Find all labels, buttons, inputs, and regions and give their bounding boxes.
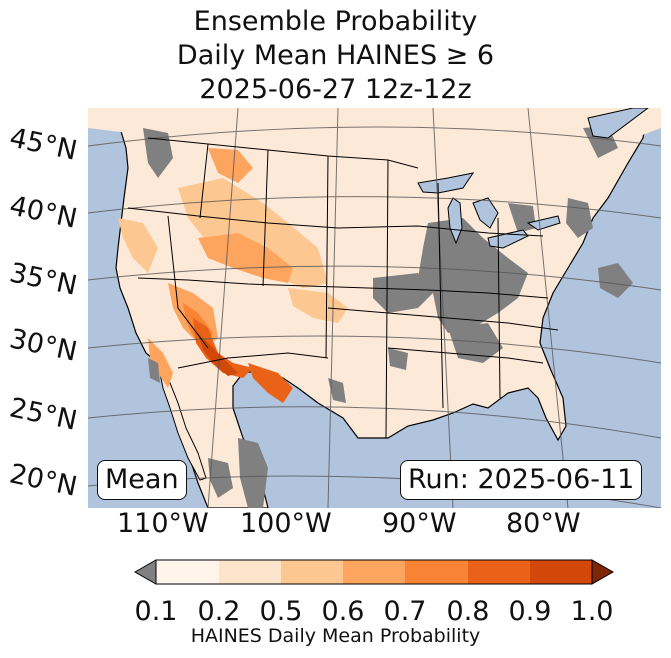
colorbar-tick-5: 0.8	[446, 596, 490, 627]
title-line-3: 2025-06-27 12z-12z	[199, 74, 472, 105]
colorbar-tick-0: 0.1	[134, 596, 178, 627]
lon-label-80: 80°W	[506, 508, 581, 539]
title-line-2: Daily Mean HAINES ≥ 6	[176, 40, 495, 71]
land-baja	[157, 362, 207, 481]
lat-label-25: 25°N	[6, 392, 80, 437]
colorbar-bin-2	[219, 560, 281, 584]
colorbar-bin-5	[405, 560, 468, 584]
lat-label-30: 30°N	[6, 323, 80, 368]
colorbar-frame	[155, 559, 593, 585]
lat-label-35: 35°N	[6, 257, 80, 302]
map-canvas	[88, 108, 661, 508]
great-lakes	[417, 108, 649, 249]
colorbar-bin-3	[281, 560, 343, 584]
colorbar-under-arrow	[133, 559, 157, 585]
lat-label-45: 45°N	[6, 122, 80, 167]
lon-label-90: 90°W	[382, 508, 457, 539]
title-line-1: Ensemble Probability	[193, 6, 478, 37]
colorbar-tick-4: 0.7	[383, 596, 427, 627]
state-borders	[127, 137, 559, 439]
lon-label-110: 110°W	[117, 508, 209, 539]
colorbar-bin-1	[156, 560, 219, 584]
colorbar-tick-3: 0.6	[321, 596, 365, 627]
probability-map	[88, 108, 661, 508]
colorbar-bin-4	[343, 560, 405, 584]
stat-label-box: Mean	[97, 460, 187, 500]
colorbar-over-arrow	[591, 559, 615, 585]
colorbar-bin-7	[530, 560, 592, 584]
colorbar-bin-6	[468, 560, 530, 584]
colorbar-tick-2: 0.5	[259, 596, 303, 627]
colorbar-tick-6: 0.9	[508, 596, 552, 627]
colorbar-title: HAINES Daily Mean Probability	[190, 625, 481, 647]
run-label-box: Run: 2025-06-11	[400, 460, 643, 500]
lon-label-100: 100°W	[240, 508, 332, 539]
land-canada	[88, 108, 661, 173]
lat-label-40: 40°N	[6, 190, 80, 235]
missing-data	[143, 126, 633, 508]
colorbar-tick-7: 1.0	[570, 596, 614, 627]
lat-label-20: 20°N	[6, 458, 80, 503]
colorbar-tick-1: 0.2	[197, 596, 241, 627]
probability-shading	[118, 148, 348, 403]
colorbar	[133, 559, 615, 585]
